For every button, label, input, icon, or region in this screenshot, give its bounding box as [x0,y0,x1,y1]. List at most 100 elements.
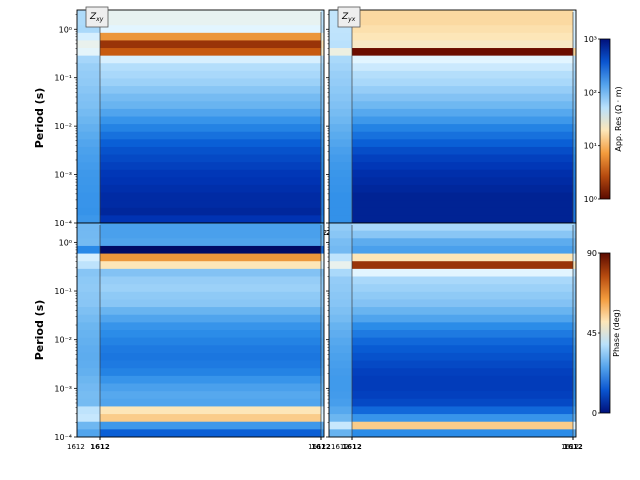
band-cell-right [573,383,576,392]
band-cell [100,17,321,26]
band-cell-right [573,245,576,255]
band-cell-left [77,101,100,110]
band-cell [352,307,573,316]
band-cell-left [329,78,352,87]
band-cell-right [573,17,576,26]
band-cell-right [321,398,324,407]
band-cell-right [321,261,324,270]
band-cell [100,261,321,270]
band-cell-left [77,116,100,125]
band-cell-left [329,162,352,171]
band-cell [100,360,321,369]
band-cell-right [321,314,324,323]
band-cell-right [573,154,576,163]
ytick-label: 10⁻² [54,122,72,131]
band-cell-right [321,207,324,216]
band-cell-right [573,261,576,270]
band-cell-left [329,124,352,133]
band-cell-left [77,291,100,300]
band-cell-left [329,391,352,400]
band-cell-left [329,200,352,209]
band-cell-right [321,169,324,178]
band-cell [100,383,321,392]
band-cell [352,40,573,49]
band-cell-left [77,154,100,163]
band-cell-right [573,139,576,148]
band-cell-right [321,345,324,354]
band-cell-right [573,337,576,346]
panel-annotation-box [85,6,109,28]
band-cell-right [321,223,324,232]
band-cell-right [573,414,576,423]
band-cell-right [573,93,576,102]
band-cell-right [321,124,324,133]
colorbar-tick-label: 10⁰ [584,195,597,204]
band-cell [100,78,321,87]
band-cell [100,421,321,430]
xtick-label: 1612 [311,443,331,451]
band-cell-left [329,406,352,415]
panel-annotation: Zxy [89,12,104,23]
band-cell-left [329,230,352,239]
band-cell-left [329,360,352,369]
band-cell-left [77,40,100,49]
colorbar-phase-fill [599,252,611,414]
xtick-label: 1612 [308,443,326,451]
ytick-label: 10⁻¹ [54,287,72,296]
band-cell [352,406,573,415]
band-cell-left [77,200,100,209]
band-cell [100,215,321,224]
band-cell-left [329,86,352,95]
band-cell [100,429,321,438]
band-cell-left [329,169,352,178]
band-cell [352,291,573,300]
band-cell-left [77,124,100,133]
colorbar-tick-label: 10² [584,88,597,97]
colorbar-phase: Phase (deg) 0 45 90 [587,249,621,418]
band-cell-left [77,192,100,201]
band-cell-left [77,360,100,369]
band-cell-right [321,55,324,64]
band-cell-right [321,322,324,331]
band-cell-left [77,276,100,285]
band-cell-right [573,184,576,194]
band-cell [352,352,573,362]
band-cell-right [321,421,324,430]
band-cell-left [329,238,352,247]
ylabel-bottom: Period (s) [33,300,46,361]
band-cell [352,375,573,384]
band-cell [352,78,573,87]
ytick-label: 10⁻³ [54,384,72,393]
band-cell-left [77,383,100,392]
band-cell-left [77,93,100,102]
band-cell-left [329,276,352,285]
band-cell [352,48,573,57]
band-cell [100,375,321,384]
band-cell [352,268,573,277]
band-cell [100,322,321,331]
band-cell-left [329,154,352,163]
band-cell [352,230,573,239]
band-cell-left [77,398,100,407]
band-cell [352,322,573,331]
band-cell [100,139,321,148]
panel-frame [328,222,577,438]
band-cell [352,63,573,72]
band-cell [100,276,321,285]
band-cell-left [329,383,352,392]
band-cell-left [77,261,100,270]
band-cell-right [321,70,324,79]
band-cell-right [573,391,576,400]
band-cell-left [329,368,352,377]
band-cell-right [321,268,324,277]
band-cell [352,345,573,354]
band-cell-right [321,253,324,262]
band-cell [100,10,321,19]
band-cell [100,55,321,64]
band-cell-right [573,360,576,369]
band-cell-right [321,284,324,293]
xtick-label: 1612 [90,443,110,451]
band-cell-left [77,207,100,216]
band-cell [100,101,321,110]
